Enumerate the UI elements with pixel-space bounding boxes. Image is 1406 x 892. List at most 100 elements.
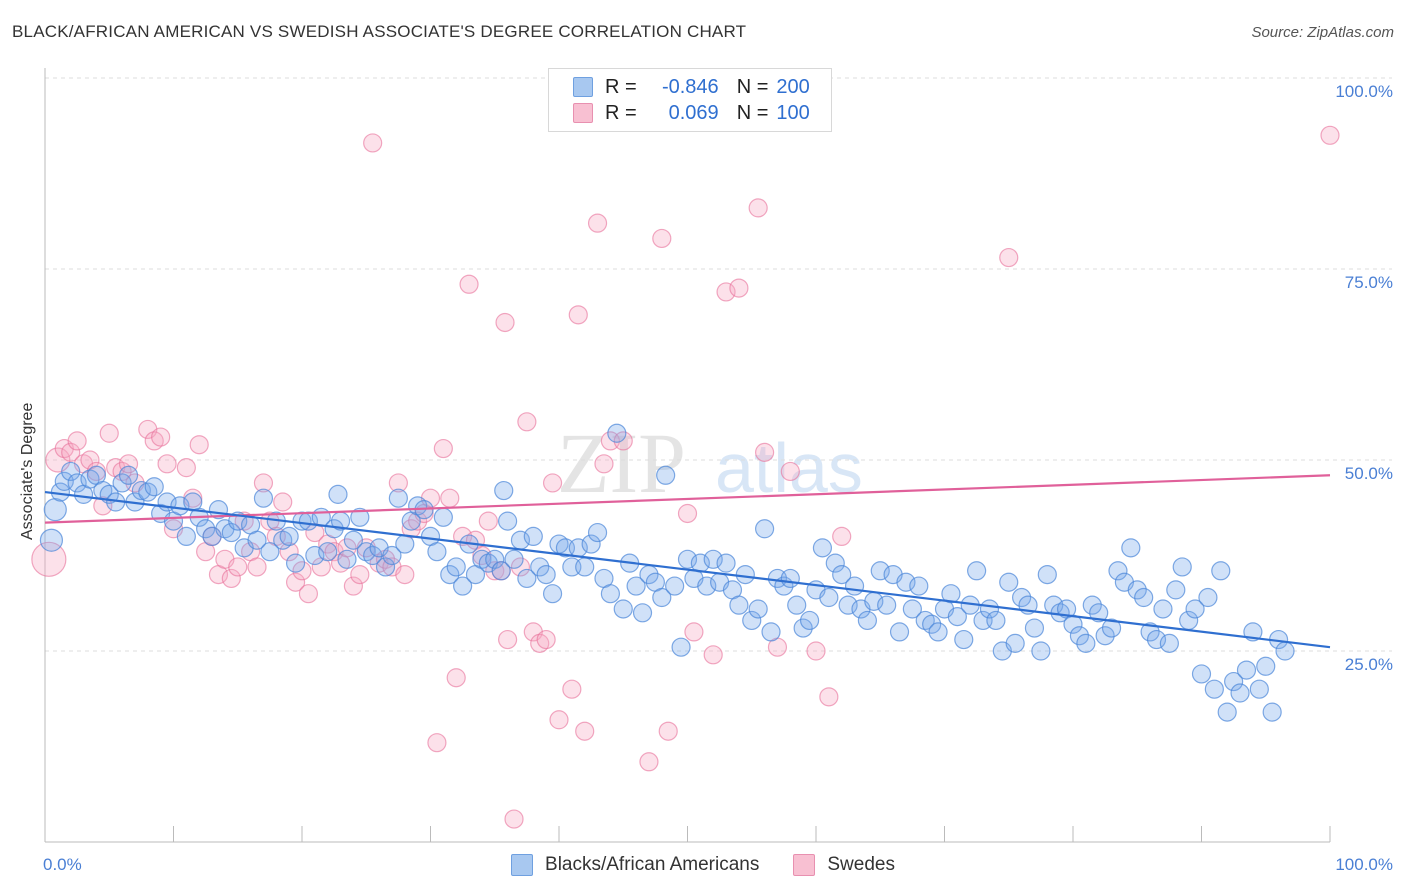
legend-label-swedes: Swedes [827,854,895,875]
swedes-point [587,213,608,233]
swedes-point [395,564,415,585]
blacks-point [1198,587,1218,608]
blacks-point [1140,622,1160,642]
blacks-point [1153,599,1173,619]
blacks-point [170,496,190,516]
swedes-point [221,568,241,589]
blacks-point [1101,618,1122,638]
swedes-point [292,561,312,581]
blacks-point [941,584,961,604]
blacks-point [1172,557,1192,577]
swedes-point [189,435,209,455]
blacks-point [1121,538,1141,558]
blacks-point [395,534,415,554]
blacks-point [922,614,942,634]
blacks-point [947,607,967,627]
legend-item-swedes[interactable]: Swedes [793,854,895,876]
x-tick-label: 0.0% [43,855,82,874]
swedes-point [427,733,447,753]
swedes-point [639,752,659,772]
blacks-point [838,595,858,615]
swedes-point [536,629,556,650]
blacks-point [1159,633,1179,653]
watermark-zip: ZIP [557,415,686,511]
swedes-point [684,622,704,642]
blacks-point [1037,564,1057,585]
legend-swatch-blacks [573,77,593,97]
swedes-point [819,687,839,707]
chart-title: BLACK/AFRICAN AMERICAN VS SWEDISH ASSOCI… [12,22,747,41]
swedes-point [151,427,171,447]
blacks-point [279,526,299,547]
blacks-point [909,576,929,596]
blacks-point [1204,679,1224,699]
blacks-point [318,542,338,562]
swedes-point [652,228,672,249]
legend-r-label: R = [605,75,637,98]
blacks-point [697,576,717,596]
swedes-point [247,557,267,577]
swedes-point [658,721,678,741]
legend-swatch-swedes [793,854,816,876]
y-tick-label: 50.0% [1345,464,1393,483]
stats-legend: R = -0.846 N = 200 R = 0.069 N = 100 [548,68,832,132]
blacks-point [1069,626,1090,646]
blacks-point [581,534,601,554]
blacks-point [857,610,878,631]
swedes-point [729,278,749,298]
blacks-point [498,511,518,531]
blacks-point [485,549,505,569]
blacks-point [1262,702,1282,722]
blacks-point [716,553,736,573]
swedes-point [594,454,614,474]
blacks-point [1230,683,1250,703]
swedes-point [433,438,453,459]
blacks-point [517,568,537,589]
blacks-point [677,549,698,569]
swedes-point [562,679,582,699]
blacks-point [433,507,453,527]
swedes-point [517,412,537,432]
blacks-point [1224,671,1244,692]
blacks-point [999,572,1019,592]
legend-item-blacks[interactable]: Blacks/African Americans [511,854,759,876]
blacks-point [613,599,633,619]
blacks-point [1211,561,1231,581]
blacks-point [176,526,196,547]
axes [44,68,1331,843]
blacks-point [793,618,813,638]
blacks-point [343,530,363,550]
swedes-point [298,584,319,604]
blacks-point [967,561,987,581]
blacks-point [780,568,800,589]
blacks-point [196,519,216,539]
swedes-point [485,561,505,581]
blacks-point [575,557,595,577]
blacks-point [799,610,820,631]
swedes-points [31,125,1340,829]
blacks-point [1089,603,1109,623]
blacks-point [607,423,627,443]
blacks-point [819,587,839,608]
blacks-point [902,599,922,619]
blacks-point [812,538,833,558]
watermark: ZIP atlas [557,415,863,511]
swedes-point [677,503,698,524]
blacks-point [703,549,723,569]
blacks-point [1076,633,1096,653]
legend-swatch-swedes [573,103,593,123]
blacks-point [1134,587,1154,608]
swedes-point [118,454,139,474]
swedes-point [459,274,479,294]
blacks-point [1011,587,1032,608]
blacks-point [844,576,865,596]
swedes-point [716,282,736,302]
blacks-point [1127,580,1147,600]
swedes-point [440,488,460,508]
blacks-point [43,498,67,522]
blacks-point [1095,626,1115,646]
blacks-point [427,542,447,562]
blacks-point [626,576,646,596]
blacks-point [253,488,274,508]
